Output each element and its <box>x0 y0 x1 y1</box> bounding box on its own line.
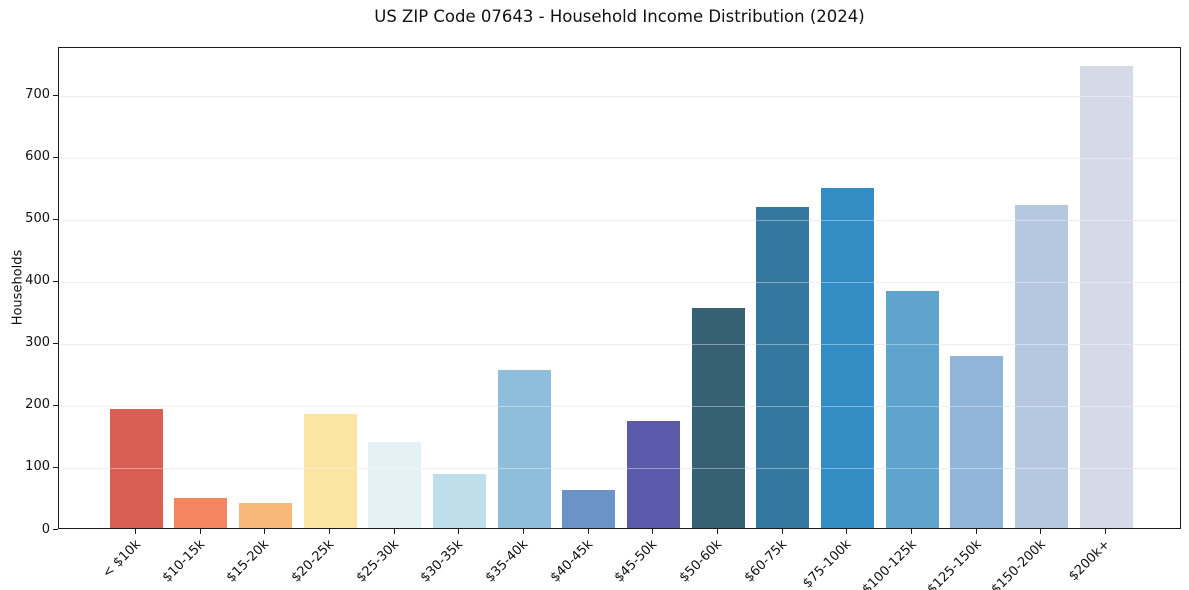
x-tick-label--20-25k: $20-25k <box>289 537 338 586</box>
bar--20-25k <box>304 414 357 528</box>
bar--40-45k <box>562 490 615 528</box>
x-tick-label--10k: < $10k <box>99 537 144 582</box>
bar--45-50k <box>627 421 680 528</box>
bar--100-125k <box>886 291 939 528</box>
x-tick-mark-1 <box>200 529 201 534</box>
y-tick-label-100: 100 <box>25 459 50 474</box>
x-tick-label--15-20k: $15-20k <box>224 537 273 586</box>
y-tick-mark-300 <box>53 343 58 344</box>
bar--125-150k <box>950 356 1003 528</box>
y-tick-label-300: 300 <box>25 335 50 350</box>
x-tick-mark-9 <box>717 529 718 534</box>
gridline-y-500 <box>59 220 1180 221</box>
x-tick-label--200k+: $200k+ <box>1066 537 1114 585</box>
y-tick-mark-700 <box>53 95 58 96</box>
x-tick-label--45-50k: $45-50k <box>612 537 661 586</box>
x-tick-mark-7 <box>588 529 589 534</box>
x-tick-label--10-15k: $10-15k <box>160 537 209 586</box>
gridline-y-600 <box>59 158 1180 159</box>
gridline-y-200 <box>59 406 1180 407</box>
x-tick-mark-10 <box>782 529 783 534</box>
y-tick-mark-400 <box>53 281 58 282</box>
x-tick-mark-5 <box>458 529 459 534</box>
x-tick-mark-11 <box>846 529 847 534</box>
x-tick-label--125-150k: $125-150k <box>924 537 985 590</box>
gridline-overlay-y-200 <box>59 406 1180 407</box>
gridline-y-300 <box>59 344 1180 345</box>
x-tick-label--75-100k: $75-100k <box>800 537 855 590</box>
x-tick-mark-0 <box>135 529 136 534</box>
bar--75-100k <box>821 188 874 528</box>
y-tick-label-700: 700 <box>25 87 50 102</box>
y-tick-mark-0 <box>53 529 58 530</box>
x-tick-mark-6 <box>523 529 524 534</box>
bar--30-35k <box>433 474 486 528</box>
gridline-overlay-y-100 <box>59 468 1180 469</box>
y-tick-label-400: 400 <box>25 273 50 288</box>
gridline-y-700 <box>59 96 1180 97</box>
x-tick-mark-15 <box>1105 529 1106 534</box>
y-tick-mark-500 <box>53 219 58 220</box>
y-tick-mark-100 <box>53 467 58 468</box>
x-tick-mark-2 <box>264 529 265 534</box>
gridline-y-100 <box>59 468 1180 469</box>
plot-area <box>58 47 1181 529</box>
bar--15-20k <box>239 503 292 528</box>
x-tick-label--50-60k: $50-60k <box>677 537 726 586</box>
x-tick-label--150-200k: $150-200k <box>988 537 1049 590</box>
y-tick-label-200: 200 <box>25 397 50 412</box>
bar--35-40k <box>498 370 551 528</box>
gridline-overlay-y-700 <box>59 96 1180 97</box>
bar--25-30k <box>368 442 421 528</box>
x-tick-label--30-35k: $30-35k <box>418 537 467 586</box>
x-tick-mark-4 <box>394 529 395 534</box>
bar--10k <box>110 409 163 528</box>
x-tick-mark-3 <box>329 529 330 534</box>
x-tick-label--40-45k: $40-45k <box>548 537 597 586</box>
y-tick-label-0: 0 <box>41 522 50 537</box>
chart-title: US ZIP Code 07643 - Household Income Dis… <box>374 7 865 26</box>
y-tick-label-500: 500 <box>25 211 50 226</box>
x-tick-mark-8 <box>652 529 653 534</box>
gridline-overlay-y-300 <box>59 344 1180 345</box>
y-tick-mark-600 <box>53 157 58 158</box>
x-tick-label--25-30k: $25-30k <box>354 537 403 586</box>
gridline-overlay-y-400 <box>59 282 1180 283</box>
x-tick-mark-14 <box>1040 529 1041 534</box>
x-tick-mark-12 <box>911 529 912 534</box>
gridline-overlay-y-600 <box>59 158 1180 159</box>
bar--150-200k <box>1015 205 1068 528</box>
bar--10-15k <box>174 498 227 528</box>
y-tick-mark-200 <box>53 405 58 406</box>
gridline-y-400 <box>59 282 1180 283</box>
x-tick-label--60-75k: $60-75k <box>742 537 791 586</box>
bar--200k+ <box>1080 66 1133 528</box>
x-tick-mark-13 <box>976 529 977 534</box>
x-tick-label--35-40k: $35-40k <box>483 537 532 586</box>
y-tick-label-600: 600 <box>25 149 50 164</box>
gridline-overlay-y-500 <box>59 220 1180 221</box>
x-tick-label--100-125k: $100-125k <box>859 537 920 590</box>
bar--50-60k <box>692 308 745 528</box>
bar--60-75k <box>756 207 809 528</box>
